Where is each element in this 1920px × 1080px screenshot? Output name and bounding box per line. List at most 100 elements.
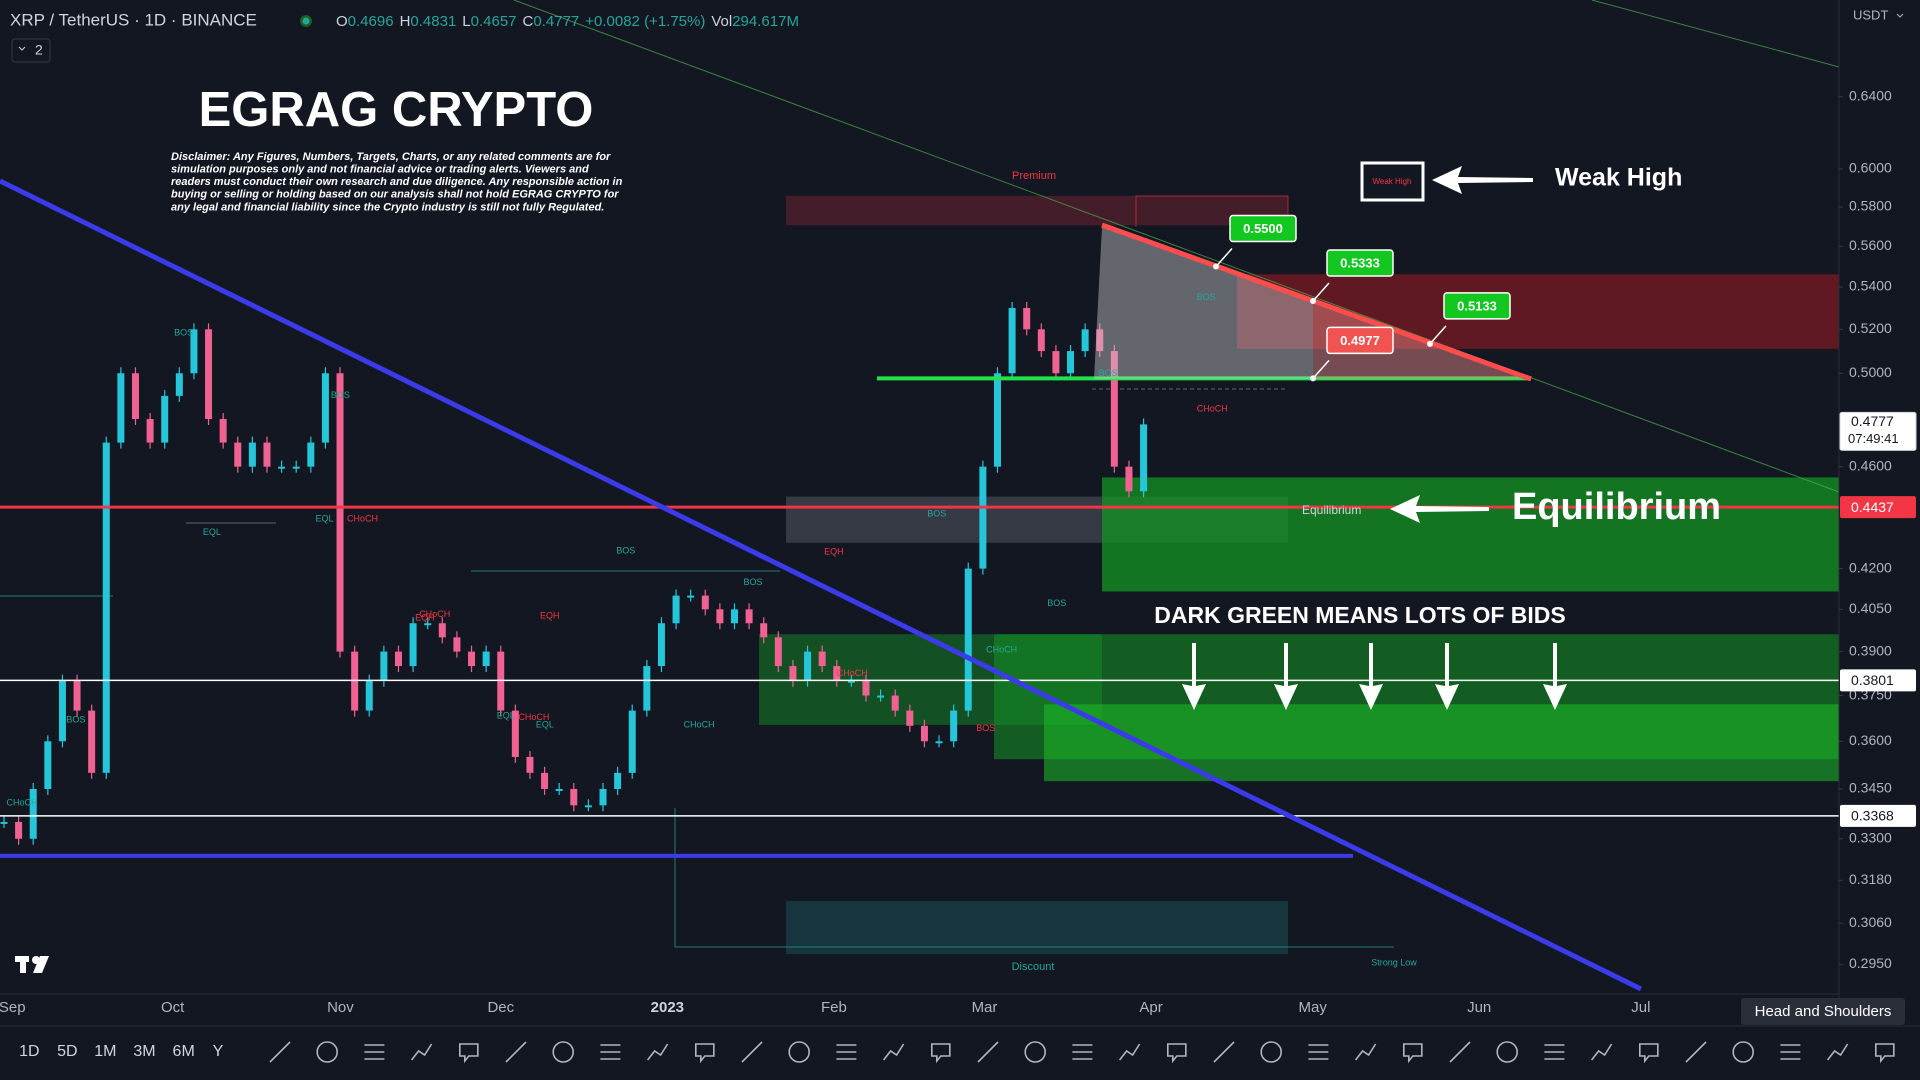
candle <box>760 623 768 638</box>
drawing-tool[interactable] <box>1826 1043 1849 1061</box>
drawing-tool[interactable] <box>364 1044 385 1060</box>
bids-label: DARK GREEN MEANS LOTS OF BIDS <box>1154 602 1565 628</box>
candle <box>920 725 928 742</box>
candles <box>0 301 1148 845</box>
price-tag <box>1840 496 1916 519</box>
resistance-line <box>1101 222 1532 382</box>
x-tick-label: Dec <box>487 999 514 1016</box>
smc-label: BOS <box>1047 598 1066 608</box>
ohlc-part: 0.4831 <box>410 13 456 30</box>
candle <box>1052 351 1060 374</box>
candle <box>336 373 344 652</box>
y-tick-label: 0.5600 <box>1849 237 1892 253</box>
drawing-tool[interactable] <box>1590 1043 1613 1061</box>
candle <box>1023 307 1031 330</box>
drawing-tool[interactable] <box>600 1044 621 1060</box>
drawing-tool[interactable] <box>695 1043 715 1064</box>
drawing-tool[interactable] <box>552 1041 575 1063</box>
drawing-tool[interactable] <box>1308 1044 1329 1060</box>
drawing-tool[interactable] <box>459 1043 479 1064</box>
interval-button[interactable]: 6M <box>173 1043 195 1060</box>
drawing-tool[interactable] <box>505 1041 527 1063</box>
drawing-tool[interactable] <box>1685 1041 1707 1063</box>
drawing-tool[interactable] <box>646 1043 669 1061</box>
drawing-tool[interactable] <box>1544 1044 1565 1060</box>
drawing-tool[interactable] <box>269 1041 291 1063</box>
target-connector <box>1312 282 1330 302</box>
candle <box>88 710 96 773</box>
drawing-tool[interactable] <box>1639 1043 1659 1064</box>
drawing-tool[interactable] <box>741 1041 763 1063</box>
drawing-tool[interactable] <box>1449 1041 1471 1063</box>
candle <box>979 466 987 569</box>
y-tick-label: 0.6000 <box>1849 160 1892 176</box>
candle <box>526 756 534 773</box>
candle <box>175 373 183 396</box>
y-tick-label: 0.3060 <box>1849 914 1892 930</box>
drawing-tool[interactable] <box>410 1043 433 1061</box>
drawing-tool[interactable] <box>1496 1041 1519 1063</box>
drawing-tool[interactable] <box>1260 1041 1283 1063</box>
countdown: 07:49:41 <box>1848 431 1899 446</box>
disclaimer: Disclaimer: Any Figures, Numbers, Target… <box>171 151 623 213</box>
title: EGRAG CRYPTO <box>199 83 594 137</box>
candle <box>964 568 972 711</box>
drawing-tool[interactable] <box>1024 1041 1047 1063</box>
candle <box>833 666 841 681</box>
drawing-tool[interactable] <box>1875 1043 1895 1064</box>
y-tick-label: 0.5400 <box>1849 278 1892 294</box>
drawing-tool[interactable] <box>836 1044 857 1060</box>
ohlc-part: Vol <box>711 13 732 30</box>
target-box <box>1326 326 1394 355</box>
interval-button[interactable]: 5D <box>57 1043 77 1060</box>
drawing-tool[interactable] <box>1072 1044 1093 1060</box>
drawing-tool[interactable] <box>1732 1041 1755 1063</box>
target-label: 0.5500 <box>1243 221 1283 236</box>
smc-label: BOS <box>744 577 763 587</box>
x-tick-label: 2023 <box>651 999 684 1016</box>
trend-line-blue <box>0 178 1643 992</box>
disclaimer-line: any legal and financial liability since … <box>171 201 604 213</box>
candle <box>628 710 636 773</box>
drawing-tool[interactable] <box>1354 1043 1377 1061</box>
indicator-toggle[interactable] <box>11 38 51 63</box>
smc-label: CHoCH <box>684 719 715 729</box>
currency[interactable]: USDT <box>1853 7 1888 22</box>
x-tick-label: Feb <box>821 999 847 1016</box>
drawing-tool[interactable] <box>931 1043 951 1064</box>
zone <box>786 900 1288 955</box>
interval-button[interactable]: 3M <box>133 1043 155 1060</box>
x-tick-label: Apr <box>1139 999 1162 1016</box>
drawing-tool[interactable] <box>1780 1044 1801 1060</box>
drawing-tool[interactable] <box>1403 1043 1423 1064</box>
interval-button[interactable]: Y <box>213 1043 224 1060</box>
candle <box>438 623 446 638</box>
drawing-tool[interactable] <box>977 1041 999 1063</box>
drawing-tool[interactable] <box>1213 1041 1235 1063</box>
candle <box>482 651 490 667</box>
candle <box>44 741 52 789</box>
drawing-tool[interactable] <box>788 1041 811 1063</box>
interval-button[interactable]: 1D <box>19 1043 39 1060</box>
candle <box>614 772 622 789</box>
arrow <box>1182 643 1206 710</box>
drawing-tool[interactable] <box>882 1043 905 1061</box>
interval-button[interactable]: 1M <box>94 1043 116 1060</box>
candle <box>73 680 81 711</box>
indicator-count: 2 <box>35 42 43 58</box>
candle <box>131 373 139 419</box>
drawing-tool[interactable] <box>1118 1043 1141 1061</box>
premium-outline <box>1135 195 1289 227</box>
price-tag-label: 0.3368 <box>1851 808 1894 824</box>
drawing-tool[interactable] <box>316 1041 339 1063</box>
x-tick-label: Nov <box>327 999 354 1016</box>
candle <box>862 680 870 696</box>
levels <box>0 376 1839 858</box>
smc-label: CHoCH <box>7 798 38 808</box>
candle <box>599 788 607 806</box>
weak-high-label: Weak High <box>1555 164 1682 192</box>
drawing-tool[interactable] <box>1167 1043 1187 1064</box>
symbol[interactable]: XRP / TetherUS · 1D · BINANCE <box>10 10 257 29</box>
price-tag <box>1840 669 1916 692</box>
